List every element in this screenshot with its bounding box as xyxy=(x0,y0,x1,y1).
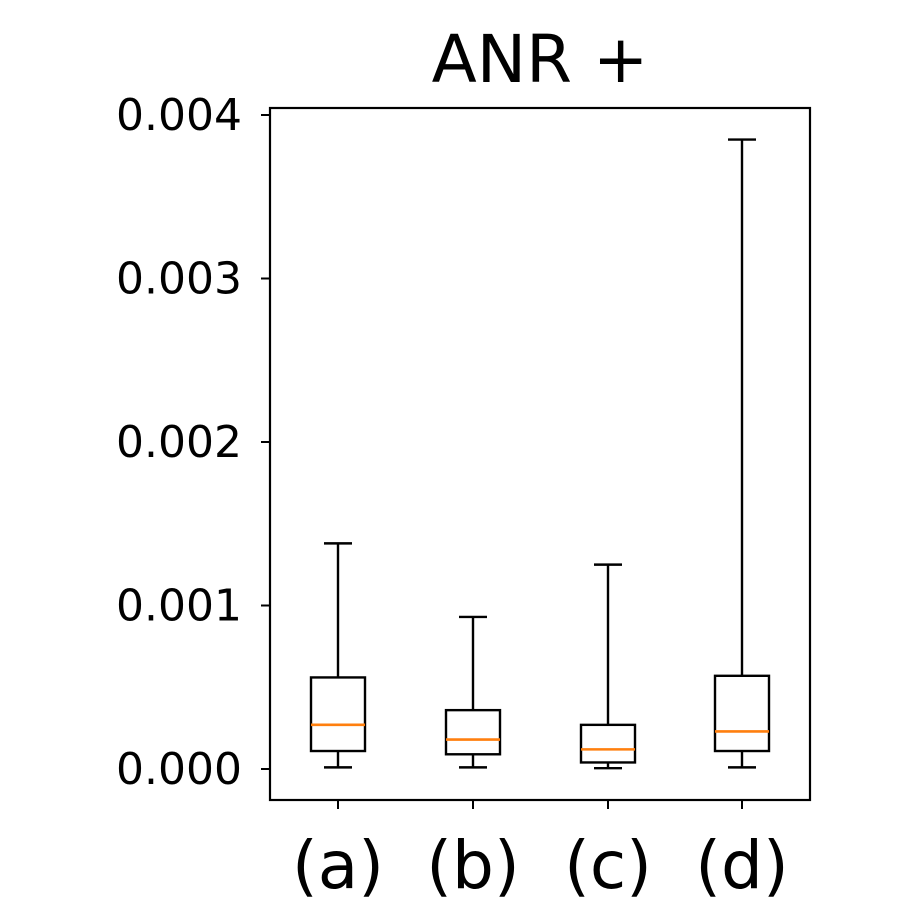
y-tick-label: 0.004 xyxy=(116,90,242,141)
chart-title: ANR + xyxy=(432,21,649,98)
y-tick-label: 0.003 xyxy=(116,254,242,305)
box-iqr xyxy=(309,676,367,753)
box-iqr xyxy=(579,723,637,764)
box-iqr xyxy=(444,708,502,756)
y-tick-label: 0.000 xyxy=(116,744,242,795)
x-tick-label: (b) xyxy=(426,827,519,900)
x-tick-label: (d) xyxy=(695,827,788,900)
x-tick-label: (c) xyxy=(564,827,652,900)
box-iqr xyxy=(713,674,771,753)
y-tick-label: 0.002 xyxy=(116,417,242,468)
plot-frame xyxy=(268,106,812,802)
x-tick-label: (a) xyxy=(292,827,384,900)
plot-area: 0.000 0.001 0.002 0.003 0.004 (a) (b) (c) (d) xyxy=(116,90,812,900)
y-tick-label: 0.001 xyxy=(116,581,242,632)
